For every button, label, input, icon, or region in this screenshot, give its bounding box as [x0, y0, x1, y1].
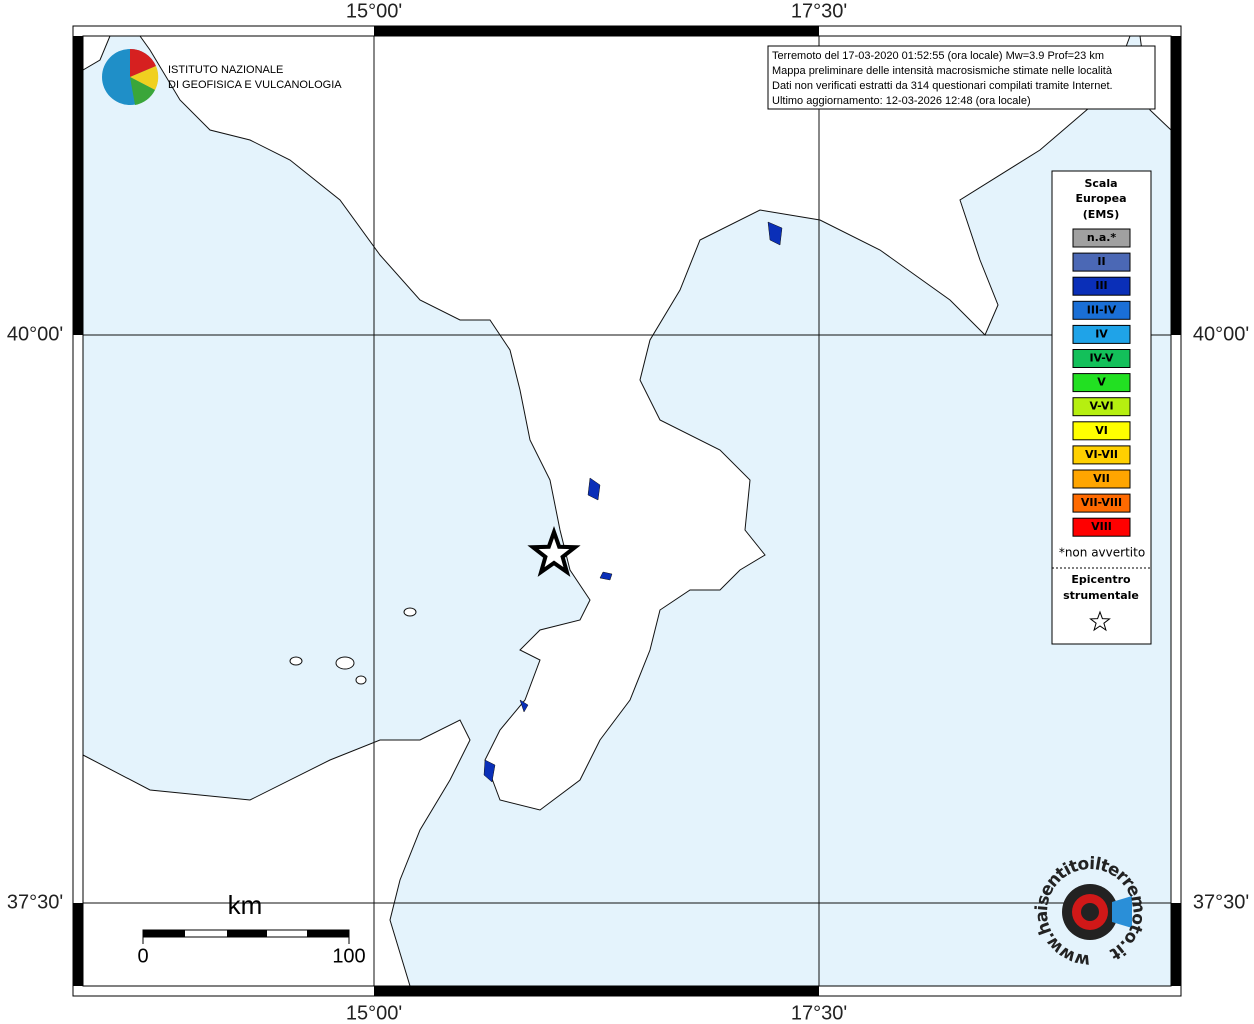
frame-band: [374, 986, 819, 996]
frame-band: [73, 903, 83, 986]
observation: [519, 699, 529, 713]
legend-swatch: [1072, 252, 1131, 272]
legend-swatch: [1072, 300, 1131, 320]
island: [335, 656, 355, 670]
logo-text: ISTITUTO NAZIONALE: [168, 64, 283, 76]
sicily: [82, 719, 471, 987]
lon-label: 15°00': [346, 1002, 402, 1024]
legend-label: IV-V: [1089, 352, 1114, 365]
legend-label: V: [1097, 376, 1106, 389]
scale-label: 100: [332, 945, 365, 967]
ingv-logo: ISTITUTO NAZIONALE DI GEOFISICA E VULCAN…: [102, 48, 342, 105]
legend-swatch: [1072, 397, 1131, 417]
legend-title: (EMS): [1083, 208, 1119, 221]
badge: www.haisentitoilterremoto.it: [1032, 854, 1149, 971]
legend-label: III: [1095, 279, 1107, 292]
legend-label: VIII: [1091, 520, 1112, 533]
legend-label: II: [1097, 255, 1105, 268]
info-frame: [767, 45, 1156, 110]
lat-label: 40°00': [1193, 323, 1249, 345]
legend-swatch: [1072, 493, 1131, 513]
legend-swatch: [1072, 421, 1131, 441]
legend-swatch: [1072, 517, 1131, 537]
legend-swatch: [1072, 373, 1131, 393]
legend-label: n.a.*: [1087, 231, 1117, 244]
grid: [83, 36, 1171, 986]
logo-segment: [130, 66, 159, 90]
info-line: Mappa preliminare delle intensità macros…: [772, 65, 1113, 77]
legend-epicenter: Epicentro: [1071, 573, 1131, 586]
legend-note: *non avvertito: [1059, 546, 1145, 560]
observations: [483, 221, 783, 783]
lat-label: 37°30': [7, 891, 63, 913]
legend-star: [1089, 610, 1111, 632]
legend-label: VII: [1093, 472, 1110, 485]
frame-band: [1171, 36, 1181, 335]
legend-label: III-IV: [1087, 303, 1117, 316]
scale-bar: km 0 100: [137, 890, 365, 967]
legend: Scala Europea (EMS) *non avvertito Epice…: [1051, 170, 1152, 645]
legend-swatch: [1072, 469, 1131, 489]
lon-label: 15°00': [346, 0, 402, 22]
epicenter-star: [527, 525, 581, 577]
logo-segment: [130, 48, 156, 77]
island: [403, 607, 417, 617]
legend-swatch: [1072, 228, 1131, 248]
frame: [72, 25, 1182, 997]
badge-ring: [1081, 903, 1099, 921]
observation: [767, 221, 783, 246]
frame-band: [1171, 903, 1181, 986]
legend-swatch: [1072, 445, 1131, 465]
legend-swatch: [1072, 349, 1131, 368]
legend-label: VI: [1095, 424, 1108, 437]
observation: [483, 759, 496, 783]
badge-horn: [1112, 896, 1132, 928]
legend-swatch: [1072, 324, 1131, 344]
logo-segment: [130, 77, 155, 105]
frame-band: [374, 26, 819, 36]
peninsula: [139, 35, 1131, 811]
legend-title: Scala: [1084, 177, 1117, 190]
island: [355, 675, 367, 685]
lon-label: 17°30': [791, 0, 847, 22]
legend-title: Europea: [1075, 192, 1126, 205]
legend-epicenter: strumentale: [1063, 589, 1139, 602]
scale-unit: km: [228, 890, 263, 920]
scale-segment: [307, 930, 349, 937]
scale-segment: [227, 930, 267, 937]
island: [289, 656, 303, 666]
scale-label: 0: [137, 945, 148, 967]
legend-label: IV: [1095, 327, 1108, 340]
logo-text: DI GEOFISICA E VULCANOLOGIA: [168, 79, 342, 91]
scale-segment: [143, 930, 185, 937]
info-box: Terremoto del 17-03-2020 01:52:55 (ora l…: [767, 45, 1156, 110]
legend-label: VII-VIII: [1081, 496, 1122, 509]
lon-label: 17°30': [791, 1002, 847, 1024]
legend-label: VI-VII: [1085, 448, 1118, 461]
observation: [587, 477, 601, 501]
info-line: Ultimo aggiornamento: 12-03-2026 12:48 (…: [772, 95, 1031, 107]
frame-band: [73, 36, 83, 335]
legend-swatch: [1072, 276, 1131, 296]
legend-label: V-VI: [1089, 400, 1113, 413]
observation: [599, 571, 613, 581]
lat-label: 37°30': [1193, 891, 1249, 913]
info-line: Terremoto del 17-03-2020 01:52:55 (ora l…: [772, 50, 1104, 62]
lat-label: 40°00': [7, 323, 63, 345]
info-line: Dati non verificati estratti da 314 ques…: [772, 80, 1113, 92]
